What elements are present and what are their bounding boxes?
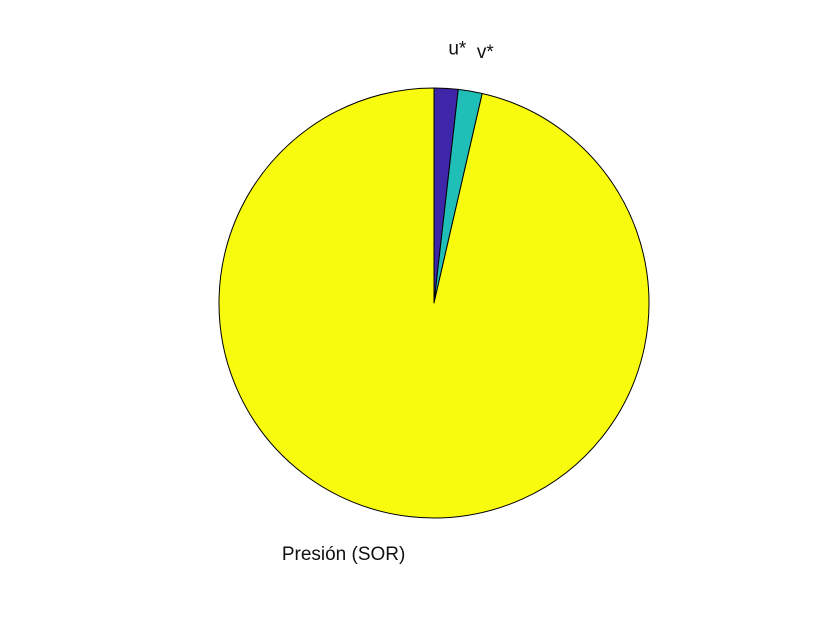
pie-slice-label-u: u* — [448, 39, 467, 60]
pie-slice-label-v: v* — [477, 42, 495, 63]
pie-slices — [218, 87, 650, 519]
pie-slice-presi-n-sor — [218, 87, 650, 519]
pie-labels: u* v* Presión (SOR) — [282, 39, 494, 565]
pie-slice-label-presi-n-sor: Presión (SOR) — [282, 544, 406, 565]
